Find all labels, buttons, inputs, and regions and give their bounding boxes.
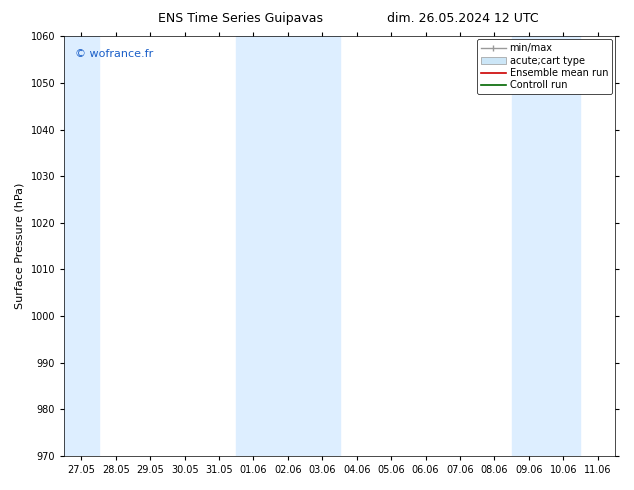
Bar [512, 36, 580, 456]
Bar [236, 36, 340, 456]
Text: © wofrance.fr: © wofrance.fr [75, 49, 153, 59]
Bar [64, 36, 99, 456]
Y-axis label: Surface Pressure (hPa): Surface Pressure (hPa) [15, 183, 25, 309]
Legend: min/max, acute;cart type, Ensemble mean run, Controll run: min/max, acute;cart type, Ensemble mean … [477, 39, 612, 94]
Text: dim. 26.05.2024 12 UTC: dim. 26.05.2024 12 UTC [387, 12, 539, 25]
Text: ENS Time Series Guipavas: ENS Time Series Guipavas [158, 12, 323, 25]
